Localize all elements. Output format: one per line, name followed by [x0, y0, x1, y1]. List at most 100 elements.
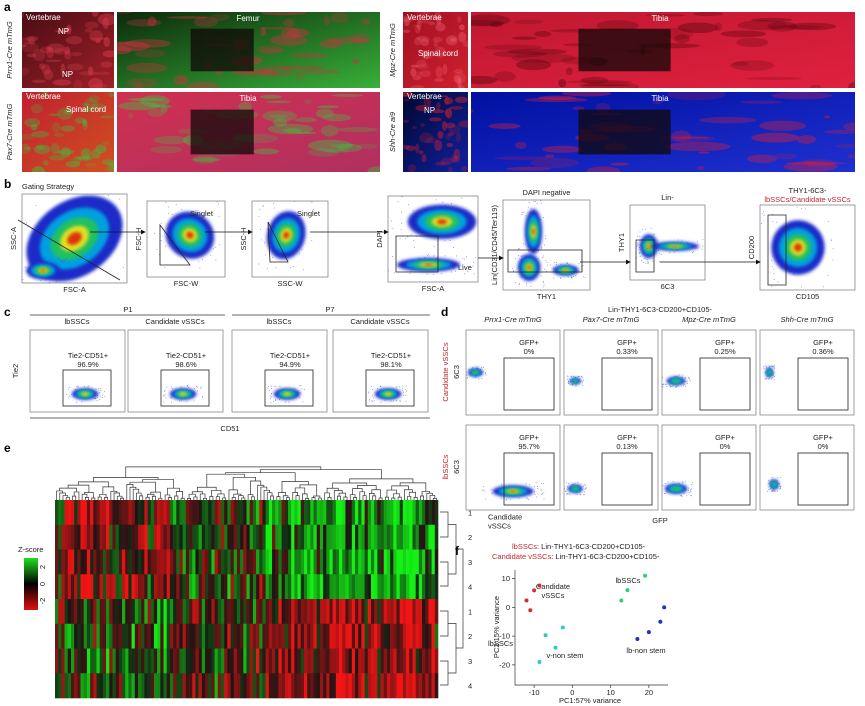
- heatmap-cell: [74, 549, 78, 575]
- event-dot: [543, 492, 545, 494]
- heatmap-cell: [406, 673, 410, 699]
- pca-point: [625, 588, 630, 593]
- heatmap-cell: [61, 673, 65, 699]
- event-dot: [405, 238, 407, 240]
- event-dot: [566, 482, 568, 484]
- legend-tick: -2: [38, 598, 47, 605]
- heatmap-cell: [291, 500, 295, 526]
- event-dot: [197, 390, 199, 392]
- heatmap-cell: [329, 500, 333, 526]
- dendrogram-branch: [317, 497, 322, 500]
- event-dot: [271, 385, 273, 387]
- event-dot: [776, 490, 778, 492]
- event-dot: [640, 243, 642, 245]
- dendrogram-branch: [299, 484, 318, 497]
- heatmap-cell: [402, 574, 407, 600]
- event-dot: [500, 497, 502, 499]
- texture: [22, 67, 30, 76]
- texture: [437, 52, 448, 56]
- dendrogram-branch: [432, 498, 437, 500]
- heatmap-cell: [383, 500, 388, 526]
- event-dot: [179, 400, 181, 402]
- event-dot: [642, 251, 644, 253]
- event-dot: [672, 480, 674, 482]
- heatmap-cell: [192, 623, 196, 649]
- event-dot: [102, 396, 104, 398]
- heatmap-cell: [160, 524, 164, 550]
- image-label: Femur: [236, 14, 259, 23]
- event-dot: [571, 277, 573, 279]
- heatmap-cell: [208, 500, 212, 526]
- heatmap-cell: [189, 673, 193, 699]
- event-dot: [769, 488, 771, 490]
- event-dot: [88, 385, 90, 387]
- event-dot: [181, 208, 183, 210]
- texture: [153, 135, 189, 145]
- pca-point: [528, 608, 533, 613]
- event-dot: [369, 400, 371, 402]
- event-dot: [407, 236, 409, 238]
- group-label: P1: [123, 305, 132, 314]
- pca-point: [537, 583, 542, 588]
- heatmap-cell: [361, 574, 365, 600]
- legend-name: lbSSCs: [512, 542, 537, 551]
- heatmap-cell: [169, 648, 174, 674]
- heatmap-cell: [74, 599, 78, 625]
- heatmap-cell: [122, 500, 126, 526]
- texture: [87, 66, 94, 76]
- event-dot: [515, 257, 517, 259]
- column-dendrogram: [56, 466, 437, 500]
- event-dot: [100, 390, 102, 392]
- event-dot: [275, 386, 277, 388]
- heatmap-cell: [256, 500, 260, 526]
- event-dot: [11, 253, 12, 254]
- heatmap-cell: [102, 599, 107, 625]
- dendrogram-branch: [206, 473, 245, 488]
- gate-value: 0.13%: [616, 442, 638, 451]
- heatmap-cell: [297, 574, 302, 600]
- dark-region: [578, 28, 671, 72]
- heatmap-cell: [428, 648, 432, 674]
- texture: [506, 166, 552, 171]
- column-label: Pax7-Cre mTmG: [583, 315, 640, 324]
- heatmap-cell: [236, 524, 241, 550]
- heatmap-cell: [58, 574, 62, 600]
- dendrogram-branch: [99, 493, 107, 498]
- density-layer: [670, 486, 682, 492]
- dendrogram-branch: [384, 496, 389, 500]
- event-dot: [482, 490, 484, 492]
- heatmap-cell: [125, 549, 129, 575]
- texture: [445, 35, 458, 46]
- spine-image: [22, 92, 114, 172]
- heatmap-cell: [236, 599, 241, 625]
- heatmap-cell: [189, 599, 193, 625]
- heatmap-cell: [291, 574, 295, 600]
- event-dot: [688, 487, 690, 489]
- texture: [49, 154, 65, 161]
- heatmap-cell: [137, 623, 142, 649]
- heatmap-cell: [313, 524, 318, 550]
- texture: [458, 85, 465, 88]
- texture: [31, 131, 50, 138]
- event-dot: [675, 386, 677, 388]
- heatmap-cell: [230, 623, 235, 649]
- heatmap-cell: [316, 599, 321, 625]
- event-dot: [657, 239, 659, 241]
- event-dot: [564, 488, 565, 490]
- heatmap-cell: [377, 574, 381, 600]
- dendrogram-branch: [397, 496, 402, 500]
- heatmap-cell: [131, 623, 136, 649]
- event-dot: [478, 378, 480, 380]
- event-dot: [528, 201, 530, 203]
- texture: [663, 27, 694, 40]
- heatmap-cell: [294, 623, 298, 649]
- heatmap-cell: [422, 549, 426, 575]
- event-dot: [572, 275, 574, 277]
- heatmap-cell: [224, 599, 228, 625]
- heatmap-cell: [240, 599, 244, 625]
- event-dot: [166, 386, 168, 388]
- texture: [76, 156, 94, 161]
- heatmap-cell: [99, 524, 104, 550]
- heatmap-cell: [227, 673, 231, 699]
- texture: [677, 22, 719, 34]
